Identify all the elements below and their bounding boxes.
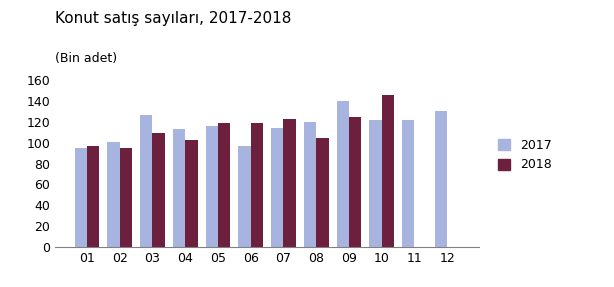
Bar bbox=[402, 120, 414, 247]
Bar bbox=[271, 128, 284, 247]
Bar bbox=[107, 142, 120, 247]
Bar bbox=[369, 120, 382, 247]
Bar bbox=[316, 137, 328, 247]
Text: Konut satış sayıları, 2017-2018: Konut satış sayıları, 2017-2018 bbox=[55, 11, 292, 26]
Bar bbox=[206, 126, 218, 247]
Bar bbox=[120, 148, 132, 247]
Text: (Bin adet): (Bin adet) bbox=[55, 52, 117, 65]
Bar bbox=[238, 146, 251, 247]
Bar bbox=[382, 95, 394, 247]
Bar bbox=[218, 123, 230, 247]
Bar bbox=[435, 110, 447, 247]
Bar bbox=[336, 101, 349, 247]
Bar bbox=[152, 133, 165, 247]
Bar bbox=[251, 123, 263, 247]
Bar bbox=[87, 146, 99, 247]
Legend: 2017, 2018: 2017, 2018 bbox=[498, 139, 552, 171]
Bar bbox=[140, 115, 152, 247]
Bar bbox=[185, 140, 198, 247]
Bar bbox=[304, 122, 316, 247]
Bar bbox=[74, 148, 87, 247]
Bar bbox=[173, 129, 185, 247]
Bar bbox=[349, 117, 362, 247]
Bar bbox=[284, 119, 296, 247]
